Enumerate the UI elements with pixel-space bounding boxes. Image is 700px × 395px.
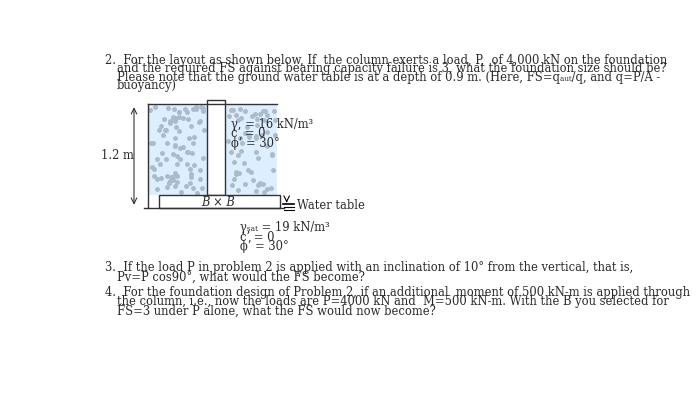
Bar <box>225 104 277 195</box>
Text: Pv=P cos90°, what would the FS become?: Pv=P cos90°, what would the FS become? <box>117 271 365 284</box>
Text: ϕ’ = 30°: ϕ’ = 30° <box>240 240 289 253</box>
Text: 2.  For the layout as shown below, If  the column exerts a load, P,  of 4,000 kN: 2. For the layout as shown below, If the… <box>104 54 667 67</box>
Text: 4.  For the foundation design of Problem 2, if an additional  moment of 500 kN-m: 4. For the foundation design of Problem … <box>104 286 689 299</box>
Text: and the required FS against bearing capacity failure is 3, what the foundation s: and the required FS against bearing capa… <box>117 62 666 75</box>
Bar <box>148 104 207 195</box>
Text: γₛₐₜ = 19 kN/m³: γₛₐₜ = 19 kN/m³ <box>240 222 330 234</box>
Text: 1.2 m: 1.2 m <box>101 149 134 162</box>
Text: γ  = 16 kN/m³: γ = 16 kN/m³ <box>231 118 313 131</box>
Text: Please note that the ground water table is at a depth of 0.9 m. (Here, FS=qₐᵤₜ/q: Please note that the ground water table … <box>117 70 660 83</box>
Text: ϕ’ = 30°: ϕ’ = 30° <box>231 137 279 150</box>
Text: Water table: Water table <box>297 199 365 212</box>
Text: B × B: B × B <box>201 196 234 209</box>
Text: the column, i.e., now the loads are P=4000 kN and  M=500 kN-m. With the B you se: the column, i.e., now the loads are P=40… <box>117 295 668 308</box>
Text: buoyancy): buoyancy) <box>117 79 177 92</box>
Bar <box>159 195 280 207</box>
Text: c’ = 0: c’ = 0 <box>240 231 274 244</box>
Text: c’ = 0: c’ = 0 <box>231 128 265 141</box>
Text: 3.  If the load P in problem 2 is applied with an inclination of 10° from the ve: 3. If the load P in problem 2 is applied… <box>104 261 633 275</box>
Bar <box>207 100 225 195</box>
Text: FS=3 under P alone, what the FS would now become?: FS=3 under P alone, what the FS would no… <box>117 305 435 318</box>
